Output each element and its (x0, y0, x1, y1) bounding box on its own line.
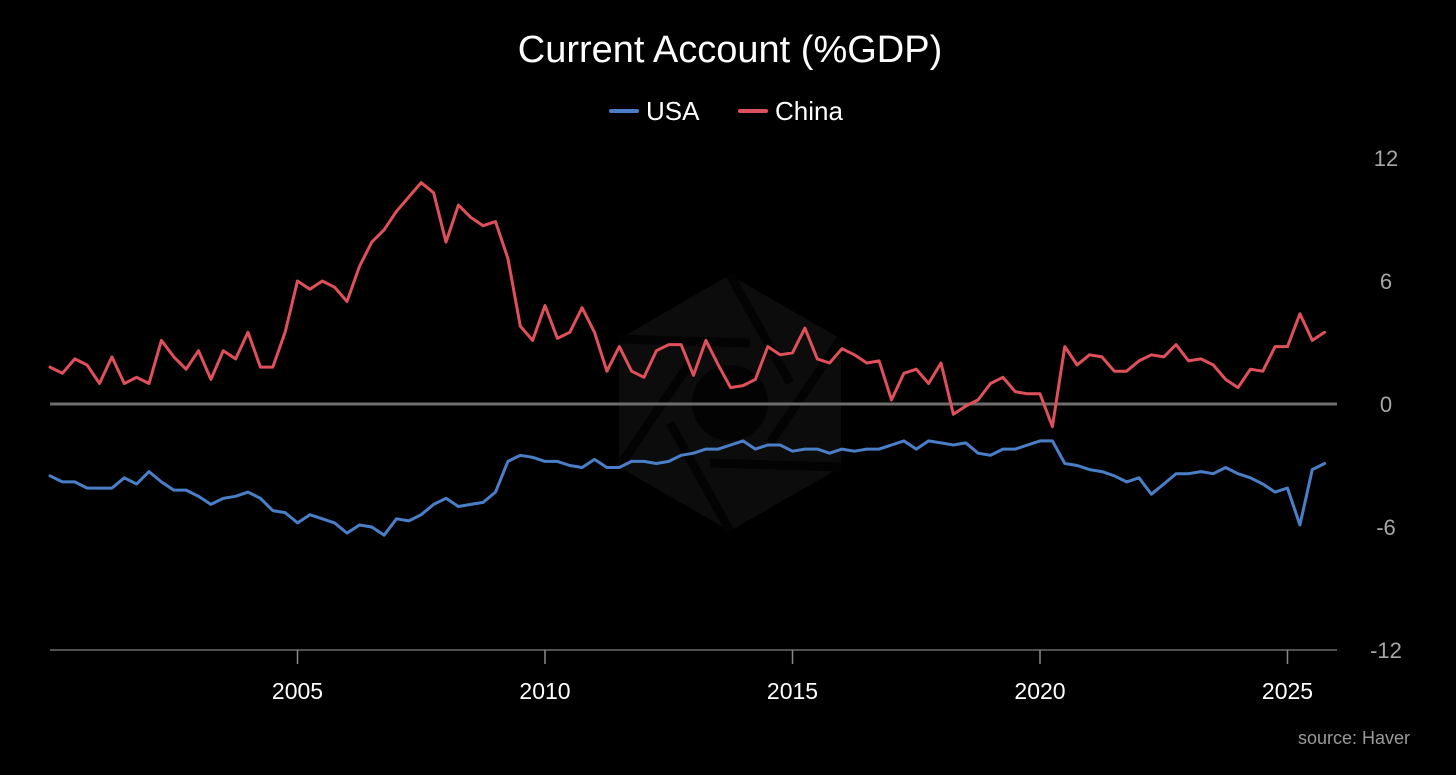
y-tick-label: 6 (1380, 269, 1392, 294)
legend: USA China (609, 96, 843, 126)
x-tick-label: 2015 (767, 678, 818, 704)
series-line-china (48, 181, 1327, 429)
x-tick-label: 2025 (1262, 678, 1313, 704)
y-tick-label: -12 (1370, 638, 1402, 663)
y-tick-label: -6 (1376, 515, 1396, 540)
legend-label-usa: USA (646, 96, 700, 126)
series-lines (48, 181, 1327, 537)
series-line-usa (48, 439, 1327, 537)
source-note: source: Haver (1298, 728, 1410, 748)
y-tick-label: 0 (1380, 392, 1392, 417)
x-tick-label: 2010 (519, 678, 570, 704)
x-tick-label: 2020 (1014, 678, 1065, 704)
chart-title: Current Account (%GDP) (518, 29, 942, 71)
axes: 12 6 0 -6 -12 2005 2010 2015 2020 2025 (50, 146, 1402, 704)
x-tick-label: 2005 (272, 678, 323, 704)
y-tick-label: 12 (1374, 146, 1398, 171)
legend-label-china: China (775, 96, 843, 126)
